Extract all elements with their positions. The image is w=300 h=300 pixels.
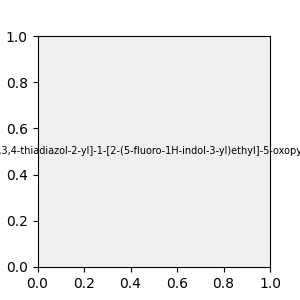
Text: N-[5-(2-ethoxyethyl)-1,3,4-thiadiazol-2-yl]-1-[2-(5-fluoro-1H-indol-3-yl)ethyl]-: N-[5-(2-ethoxyethyl)-1,3,4-thiadiazol-2-…	[0, 146, 300, 157]
